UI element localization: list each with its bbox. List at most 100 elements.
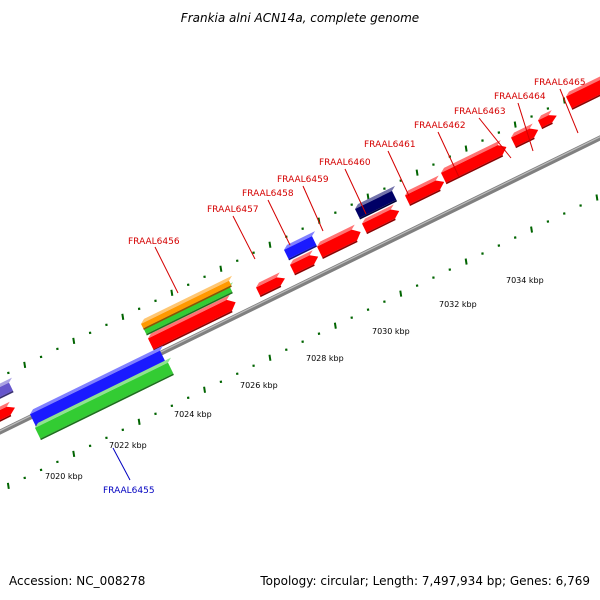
gene-feature-blue-small-body	[284, 236, 317, 259]
gene-features	[0, 76, 600, 441]
gene-feature-red-large	[148, 294, 236, 351]
gene-feature-red-9-bottom-face	[571, 94, 600, 110]
gene-feature-red-2-bottom-face	[294, 264, 315, 276]
gene-label: FRAAL6457	[207, 205, 259, 215]
gene-feature-red-5-top-face	[405, 175, 439, 196]
gene-feature-navy-body	[355, 190, 397, 219]
upper-major-tick	[121, 313, 125, 320]
gene-feature-purple-edge-bottom-face	[0, 390, 14, 399]
lower-major-tick	[530, 226, 534, 233]
scale-label: 7020 kbp	[45, 472, 83, 481]
upper-major-tick	[464, 145, 468, 152]
gene-feature-red-large-body	[148, 299, 236, 350]
upper-major-tick	[415, 169, 419, 176]
gene-feature-green-large-body	[35, 362, 174, 439]
gene-feature-red-3-top-face	[317, 224, 355, 247]
gene-feature-red-9-top-face	[566, 76, 600, 97]
gene-feature-red-1-top-face	[256, 272, 280, 288]
lower-major-tick	[72, 450, 76, 458]
gene-label-leader	[478, 117, 512, 159]
gene-feature-red-4	[362, 204, 400, 235]
gene-feature-purple-edge-body	[0, 382, 13, 398]
gene-feature-blue-large-top-face	[30, 345, 163, 415]
gene-feature-red-8-bottom-face	[541, 122, 553, 130]
gene-feature-red-3-body	[317, 229, 361, 258]
lower-major-tick	[595, 194, 599, 201]
gene-label-leader	[154, 246, 179, 294]
lower-major-tick	[203, 386, 207, 393]
gene-feature-orange-thin-top-face	[141, 275, 232, 324]
scale-labels: 7020 kbp 7022 kbp 7024 kbp 7026 kbp 7028 kbp…	[45, 276, 544, 481]
gene-label: FRAAL6455	[103, 486, 155, 496]
upper-major-tick	[268, 241, 272, 248]
gene-feature-red-large-bottom-face	[153, 310, 233, 351]
gene-feature-red-9-body	[566, 79, 600, 109]
gene-feature-red-5-body	[405, 180, 445, 205]
lower-major-tick	[399, 290, 403, 297]
gene-feature-red-1-body	[256, 277, 285, 296]
gene-feature-red-6-bottom-face	[445, 155, 504, 185]
gene-label: FRAAL6456	[128, 237, 180, 247]
accession-text: Accession: NC_008278	[9, 574, 146, 588]
gene-label: FRAAL6462	[414, 121, 466, 131]
gene-labels: FRAAL6455 FRAAL6456 FRAAL6457 FRAAL6458 FRAA…	[103, 78, 586, 496]
gene-label-leader	[232, 215, 256, 260]
scale-label: 7024 kbp	[174, 410, 212, 419]
gene-label-leader	[559, 88, 579, 134]
gene-feature-green-large-top-face	[35, 357, 171, 428]
gene-label: FRAAL6465	[534, 78, 586, 88]
lower-major-tick	[333, 322, 337, 329]
gene-feature-red-1-bottom-face	[259, 285, 282, 298]
gene-feature-blue-small	[284, 231, 317, 261]
gene-feature-red-8-top-face	[538, 110, 552, 121]
scale-label: 7030 kbp	[372, 327, 410, 336]
gene-feature-navy-bottom-face	[359, 199, 397, 220]
map-title: Frankia alni ACN14a, complete genome	[181, 11, 419, 25]
tick-marks	[6, 83, 599, 490]
upper-major-tick	[366, 193, 370, 200]
gene-label-leader	[437, 131, 460, 178]
gene-label-leader	[267, 199, 291, 246]
upper-major-tick	[219, 265, 223, 272]
gene-feature-navy-top-face	[355, 185, 395, 210]
gene-feature-navy	[355, 185, 397, 220]
gene-feature-red-4-top-face	[362, 204, 394, 224]
gene-label-leader	[387, 150, 410, 197]
gene-label: FRAAL6460	[319, 158, 371, 168]
gene-feature-purple-edge-top-face	[0, 377, 12, 388]
gene-feature-blue-large-body	[30, 350, 166, 426]
gene-feature-red-2-top-face	[290, 250, 313, 265]
gene-feature-red-8-body	[538, 115, 557, 128]
lower-major-tick	[464, 258, 468, 265]
gene-label-leader	[517, 102, 534, 152]
scale-label: 7034 kbp	[506, 276, 544, 285]
gene-feature-red-6-body	[441, 145, 507, 183]
upper-major-tick	[23, 361, 27, 369]
gene-feature-red-edge-top-face	[0, 401, 10, 411]
gene-feature-blue-small-bottom-face	[288, 245, 317, 261]
gene-feature-red-2-body	[290, 255, 319, 274]
scale-label: 7022 kbp	[109, 441, 147, 450]
lower-major-tick	[268, 354, 272, 361]
upper-major-tick	[170, 289, 174, 296]
gene-feature-orange-thin	[141, 275, 232, 330]
scale-label: 7028 kbp	[306, 354, 344, 363]
gene-label: FRAAL6458	[242, 189, 294, 199]
gene-feature-green-thin-bottom-face	[146, 291, 233, 336]
scale-label: 7026 kbp	[240, 381, 278, 390]
gene-feature-orange-thin-bottom-face	[143, 285, 232, 330]
gene-feature-red-large-top-face	[148, 294, 230, 339]
lower-major-tick	[6, 482, 10, 490]
gene-label-leader	[302, 185, 324, 232]
gene-feature-green-large-bottom-face	[40, 373, 174, 441]
gene-label: FRAAL6463	[454, 107, 506, 117]
gene-feature-red-3	[317, 224, 361, 259]
gene-label-leader	[344, 168, 367, 215]
gene-feature-red-2	[290, 250, 319, 276]
gene-feature-blue-small-top-face	[284, 231, 315, 250]
gene-feature-green-large	[35, 357, 174, 441]
gene-label: FRAAL6464	[494, 92, 546, 102]
lower-major-tick	[137, 418, 141, 425]
gene-label-leader	[112, 447, 131, 481]
